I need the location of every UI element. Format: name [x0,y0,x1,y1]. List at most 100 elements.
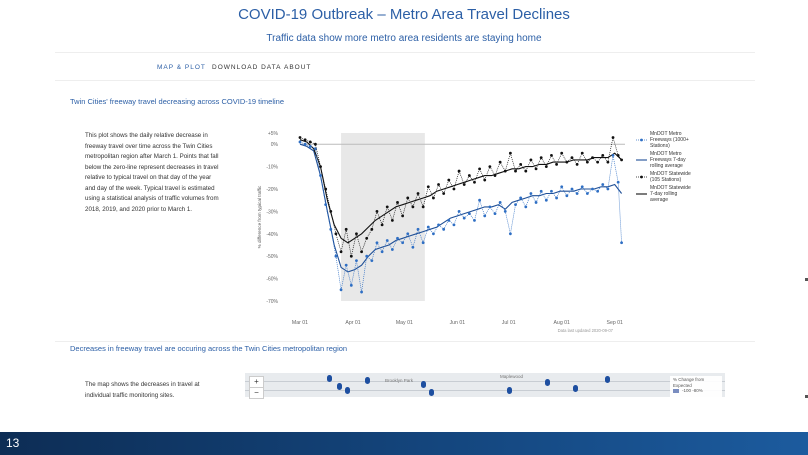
nav-download-data[interactable]: DOWNLOAD DATA [212,64,282,71]
data-point [616,154,620,157]
data-point [580,151,584,155]
divider [55,80,755,81]
x-tick-label: Jul 01 [502,320,516,326]
data-point [555,196,558,200]
data-point [596,160,600,164]
data-point [483,214,487,218]
x-tick-label: Mar 01 [292,320,308,326]
data-point [365,236,369,240]
data-point [503,169,507,173]
data-point [529,192,533,195]
data-point [606,160,610,164]
data-point [329,210,333,213]
nav-map-plot[interactable]: MAP & PLOT [157,64,206,71]
map-station-marker[interactable] [365,377,370,384]
data-point [401,214,405,218]
data-point [601,183,605,186]
map-legend: % Change from Expected -100 -80% [670,376,722,397]
map-station-marker[interactable] [605,376,610,383]
map-road [245,381,725,382]
map-station-marker[interactable] [327,375,332,382]
data-point [447,218,451,222]
data-point [580,185,584,189]
data-point [319,165,322,168]
legend-label: MnDOT Statewide [650,185,691,191]
legend-label: MnDOT Metro [650,151,682,157]
data-point [498,160,502,164]
data-point [421,241,425,245]
map-label-brooklyn-park: Brooklyn Park [385,378,414,383]
data-point [473,180,476,184]
divider [55,52,755,53]
data-point [421,205,425,209]
data-point [370,227,374,231]
data-point [396,201,399,204]
data-point [524,205,528,209]
data-point [493,212,497,216]
map-station-marker[interactable] [573,385,578,392]
station-map[interactable]: Brooklyn Park Maplewood [245,373,725,397]
scroll-marker [805,395,808,398]
map-legend-title: % Change from Expected [673,377,705,388]
data-point [385,205,389,209]
map-legend-row: -100 -80% [682,388,703,393]
data-point [524,169,528,173]
map-station-marker[interactable] [337,383,342,390]
data-point [534,201,538,204]
legend-label: (105 Stations) [650,177,681,183]
data-point [514,169,517,173]
data-point [544,165,548,168]
data-point [457,210,461,213]
series-connector-0 [299,141,622,293]
scroll-marker [805,278,808,281]
data-point [478,167,482,171]
x-tick-label: Apr 01 [345,320,360,326]
data-point [478,198,482,202]
map-station-marker[interactable] [345,387,350,394]
data-point [519,162,523,166]
map-station-marker[interactable] [421,381,426,388]
map-station-marker[interactable] [545,379,550,386]
data-point [539,156,543,160]
plot-description: This plot shows the daily relative decre… [85,132,219,213]
map-section-heading: Decreases in freeway travel are occuring… [70,344,348,353]
map-road [245,390,725,391]
data-point [298,136,302,139]
y-tick-label: -40% [266,232,278,238]
data-point [308,140,312,144]
data-point [550,189,553,193]
x-tick-label: Aug 01 [553,320,570,326]
data-point [298,140,302,144]
data-point [411,205,415,209]
legend-label: Freeways 7-day [650,157,686,163]
data-point [606,187,610,191]
y-tick-label: -20% [266,187,278,193]
slide-number: 13 [6,436,20,450]
data-point [308,145,312,148]
data-point [570,187,574,191]
data-point [467,174,471,177]
data-point [349,254,353,258]
data-point [488,205,492,209]
page: COVID-19 Outbreak – Metro Area Travel De… [55,6,808,399]
data-point [544,198,548,202]
data-point [467,212,471,216]
data-point [390,248,394,251]
data-point [375,210,379,213]
data-point [303,142,307,146]
travel-decline-chart: +5% 0% -10% -20% -30% -40% -50% -60% -70% Mar 01 A… [257,131,691,333]
data-point [380,223,384,227]
zoom-in-button[interactable]: + [250,377,263,388]
data-point [401,241,405,245]
zoom-out-button[interactable]: − [254,388,259,397]
legend-marker-2 [640,175,643,179]
data-point [442,227,446,231]
map-station-marker[interactable] [429,389,434,396]
nav-about[interactable]: ABOUT [284,64,312,71]
data-point [380,250,384,254]
map-station-marker[interactable] [507,387,512,394]
data-point [355,232,358,236]
data-point [313,142,317,146]
data-point [344,227,348,231]
data-point [560,185,564,189]
